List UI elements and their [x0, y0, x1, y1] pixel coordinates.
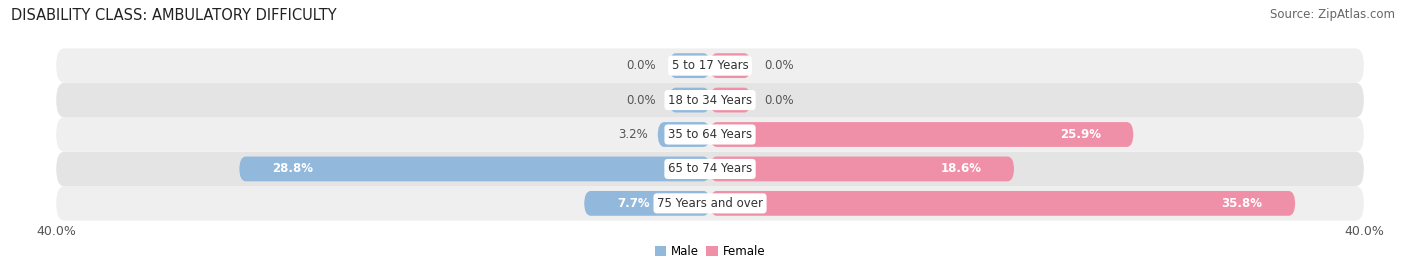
FancyBboxPatch shape — [669, 53, 710, 78]
FancyBboxPatch shape — [56, 48, 1364, 83]
FancyBboxPatch shape — [710, 157, 1014, 181]
FancyBboxPatch shape — [658, 122, 710, 147]
FancyBboxPatch shape — [56, 186, 1364, 221]
Text: 28.8%: 28.8% — [271, 162, 314, 175]
FancyBboxPatch shape — [56, 83, 1364, 117]
Text: 5 to 17 Years: 5 to 17 Years — [672, 59, 748, 72]
FancyBboxPatch shape — [710, 53, 751, 78]
Text: 35 to 64 Years: 35 to 64 Years — [668, 128, 752, 141]
Text: Source: ZipAtlas.com: Source: ZipAtlas.com — [1270, 8, 1395, 21]
Text: 0.0%: 0.0% — [763, 59, 793, 72]
Text: 65 to 74 Years: 65 to 74 Years — [668, 162, 752, 175]
FancyBboxPatch shape — [56, 152, 1364, 186]
Text: 25.9%: 25.9% — [1060, 128, 1101, 141]
Text: 3.2%: 3.2% — [619, 128, 648, 141]
Text: 18 to 34 Years: 18 to 34 Years — [668, 94, 752, 107]
FancyBboxPatch shape — [56, 117, 1364, 152]
FancyBboxPatch shape — [239, 157, 710, 181]
FancyBboxPatch shape — [710, 88, 751, 112]
FancyBboxPatch shape — [710, 191, 1295, 216]
FancyBboxPatch shape — [583, 191, 710, 216]
Text: 35.8%: 35.8% — [1222, 197, 1263, 210]
Text: 7.7%: 7.7% — [617, 197, 650, 210]
FancyBboxPatch shape — [710, 122, 1133, 147]
Text: 0.0%: 0.0% — [763, 94, 793, 107]
Text: 75 Years and over: 75 Years and over — [657, 197, 763, 210]
Text: 0.0%: 0.0% — [627, 94, 657, 107]
Text: 0.0%: 0.0% — [627, 59, 657, 72]
Text: DISABILITY CLASS: AMBULATORY DIFFICULTY: DISABILITY CLASS: AMBULATORY DIFFICULTY — [11, 8, 337, 23]
Text: 18.6%: 18.6% — [941, 162, 981, 175]
Legend: Male, Female: Male, Female — [650, 240, 770, 263]
FancyBboxPatch shape — [669, 88, 710, 112]
